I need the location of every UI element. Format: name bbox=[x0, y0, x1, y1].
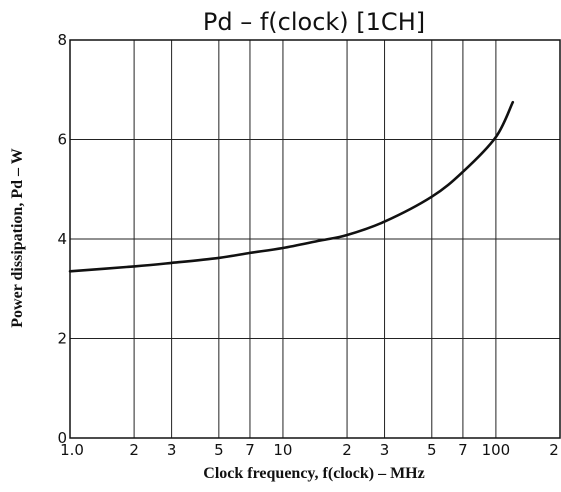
x-tick-label: 7 bbox=[245, 441, 255, 459]
y-tick-label: 0 bbox=[57, 429, 67, 447]
x-tick-label: 2 bbox=[549, 441, 559, 459]
x-tick-label: 100 bbox=[482, 441, 511, 459]
y-axis-title: Power dissipation, Pd – W bbox=[9, 148, 26, 327]
x-tick-label: 3 bbox=[380, 441, 390, 459]
series-layer bbox=[68, 100, 515, 273]
x-tick-label: 5 bbox=[214, 441, 224, 459]
x-tick-label: 3 bbox=[167, 441, 177, 459]
x-tick-label: 5 bbox=[427, 441, 437, 459]
y-tick-label: 4 bbox=[57, 230, 67, 248]
y-tick-label: 2 bbox=[57, 330, 67, 348]
plot-frame bbox=[69, 39, 561, 439]
x-tick-labels: 1.0 2 3 5 7 10 2 3 5 7 100 2 bbox=[60, 441, 559, 459]
x-tick-label: 1.0 bbox=[60, 441, 84, 459]
series-line-0 bbox=[68, 100, 515, 273]
x-tick-label: 2 bbox=[342, 441, 352, 459]
x-tick-label: 2 bbox=[129, 441, 139, 459]
grid-lines bbox=[69, 39, 561, 439]
x-tick-label: 7 bbox=[458, 441, 468, 459]
x-axis-title: Clock frequency, f(clock) – MHz bbox=[203, 465, 424, 482]
y-tick-label: 8 bbox=[57, 31, 67, 49]
y-tick-label: 6 bbox=[57, 131, 67, 149]
y-tick-labels: 0 2 4 6 8 bbox=[57, 31, 67, 447]
x-tick-label: 10 bbox=[273, 441, 292, 459]
chart-title: Pd – f(clock) [1CH] bbox=[203, 8, 425, 36]
